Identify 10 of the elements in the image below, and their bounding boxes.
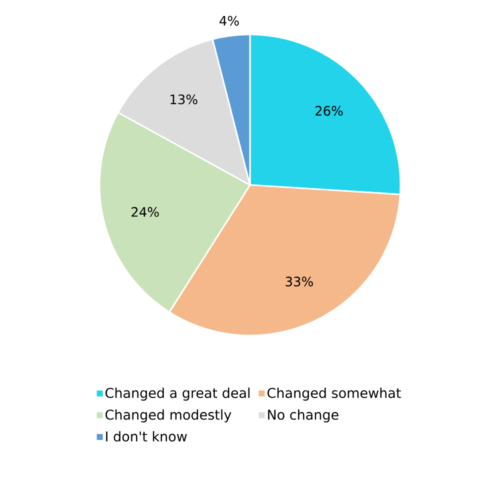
legend-label: Changed modestly [106, 409, 232, 422]
legend-label: No change [268, 409, 338, 422]
legend-label: Changed somewhat [268, 388, 401, 401]
legend-label: Changed a great deal [106, 388, 250, 401]
data-label: 24% [132, 207, 159, 217]
data-label: 13% [170, 94, 198, 104]
legend-label: I don't know [106, 431, 187, 442]
data-label: 4% [220, 16, 239, 26]
data-label: 26% [315, 106, 343, 116]
data-label: 33% [286, 276, 313, 286]
